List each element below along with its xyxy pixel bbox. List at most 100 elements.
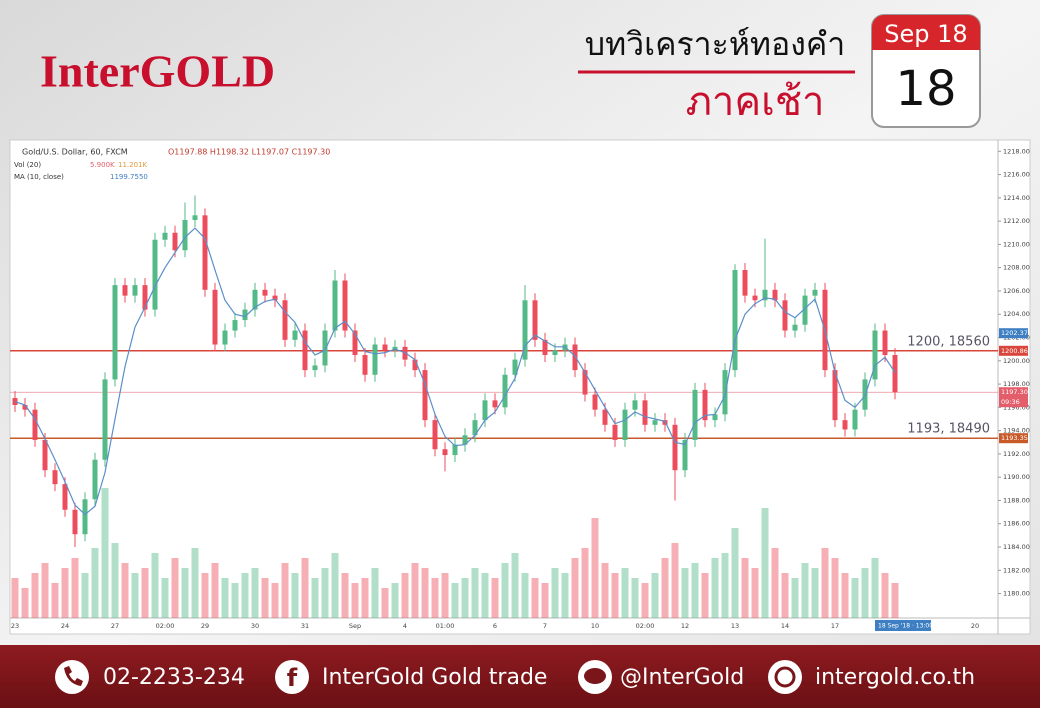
- price-tag: [999, 387, 1028, 408]
- candle-body: [612, 424, 618, 440]
- x-tick-label: 27: [111, 622, 119, 630]
- line-id: @InterGold: [620, 665, 744, 690]
- volume-bar: [461, 578, 469, 618]
- volume-bar: [311, 578, 319, 618]
- candle-body: [632, 400, 638, 410]
- price-tag-label: 1193.35: [1001, 434, 1028, 442]
- x-tick-label: 20: [971, 622, 979, 630]
- volume-bar: [41, 563, 49, 618]
- candle-body: [652, 420, 658, 425]
- candle-body: [802, 295, 808, 325]
- candle-body: [772, 289, 778, 301]
- volume-bar: [61, 568, 69, 618]
- candle-body: [752, 295, 758, 301]
- facebook-icon: [275, 660, 309, 694]
- candle-body: [342, 280, 348, 331]
- x-tick-label: 10: [591, 622, 599, 630]
- volume-bar: [731, 528, 739, 618]
- ma-value: 1199.7550: [110, 173, 148, 181]
- price-tag-label: 1197.30: [1001, 388, 1028, 396]
- candle-body: [522, 300, 528, 360]
- volume-bar: [401, 573, 409, 618]
- volume-bar: [381, 588, 389, 618]
- volume-bar: [51, 583, 59, 618]
- candle-body: [892, 354, 898, 393]
- subtitle: ภาคเช้า: [686, 79, 825, 125]
- volume-bar: [81, 573, 89, 618]
- y-tick-label: 1186.00: [1003, 520, 1030, 528]
- volume-bar: [701, 573, 709, 618]
- volume-bar: [111, 543, 119, 618]
- volume-bar: [71, 558, 79, 618]
- volume-bar: [661, 558, 669, 618]
- volume-bar: [501, 563, 509, 618]
- price-tag: [999, 328, 1028, 339]
- y-tick-label: 1196.00: [1003, 403, 1030, 411]
- volume-bar: [581, 548, 589, 618]
- volume-bar: [621, 568, 629, 618]
- y-tick-label: 1214.00: [1003, 194, 1030, 202]
- y-tick-label: 1182.00: [1003, 566, 1030, 574]
- candle-body: [312, 365, 318, 371]
- volume-bar: [91, 548, 99, 618]
- candle-body: [572, 344, 578, 371]
- website: intergold.co.th: [815, 665, 975, 690]
- candle-body: [62, 484, 68, 510]
- x-tick-label: 30: [251, 622, 259, 630]
- y-tick-label: 1188.00: [1003, 496, 1030, 504]
- y-tick-label: 1206.00: [1003, 287, 1030, 295]
- volume-bar: [721, 553, 729, 618]
- candle-body: [532, 300, 538, 340]
- volume-bar: [31, 573, 39, 618]
- candle-body: [412, 359, 418, 371]
- volume-bar: [771, 548, 779, 618]
- candle-body: [82, 499, 88, 535]
- candle-body: [112, 285, 118, 380]
- price-tag-countdown: 09:36: [1001, 398, 1020, 406]
- volume-bar: [211, 563, 219, 618]
- volume-bar: [481, 573, 489, 618]
- candle-body: [72, 509, 78, 535]
- price-tag: [999, 433, 1028, 444]
- volume-bar: [121, 563, 129, 618]
- volume-bar: [781, 573, 789, 618]
- y-tick-label: 1180.00: [1003, 590, 1030, 598]
- candle-body: [512, 359, 518, 375]
- volume-bar: [471, 568, 479, 618]
- candle-body: [22, 405, 28, 410]
- volume-bar: [741, 558, 749, 618]
- x-tick-label: 13: [731, 622, 739, 630]
- candle-body: [152, 239, 158, 310]
- candle-body: [682, 439, 688, 471]
- x-tick-label: 6: [493, 622, 497, 630]
- candle-body: [322, 330, 328, 366]
- volume-bar: [181, 568, 189, 618]
- volume-bar: [21, 588, 29, 618]
- volume-bar: [11, 578, 19, 618]
- volume-bar: [571, 558, 579, 618]
- volume-bar: [521, 573, 529, 618]
- volume-bar: [761, 508, 769, 618]
- candle-body: [712, 414, 718, 421]
- y-tick-label: 1198.00: [1003, 380, 1030, 388]
- y-tick-label: 1200.00: [1003, 357, 1030, 365]
- volume-bar: [861, 568, 869, 618]
- candle-body: [362, 354, 368, 375]
- candle-body: [622, 409, 628, 440]
- cursor-time-box: [875, 620, 931, 631]
- volume-bar: [141, 568, 149, 618]
- candle-body: [582, 370, 588, 395]
- volume-bar: [251, 568, 259, 618]
- volume-value: 5.900K: [90, 161, 115, 169]
- volume-bar: [811, 568, 819, 618]
- candle-body: [252, 289, 258, 310]
- y-tick-label: 1218.00: [1003, 147, 1030, 155]
- y-tick-label: 1204.00: [1003, 310, 1030, 318]
- footer: [0, 645, 1040, 708]
- candle-body: [292, 330, 298, 340]
- volume-bar: [591, 518, 599, 618]
- line-glyph: [584, 668, 606, 684]
- symbol: Gold/U.S. Dollar, 60, FXCM: [22, 148, 128, 157]
- candle-body: [602, 409, 608, 425]
- candle-body: [202, 215, 208, 290]
